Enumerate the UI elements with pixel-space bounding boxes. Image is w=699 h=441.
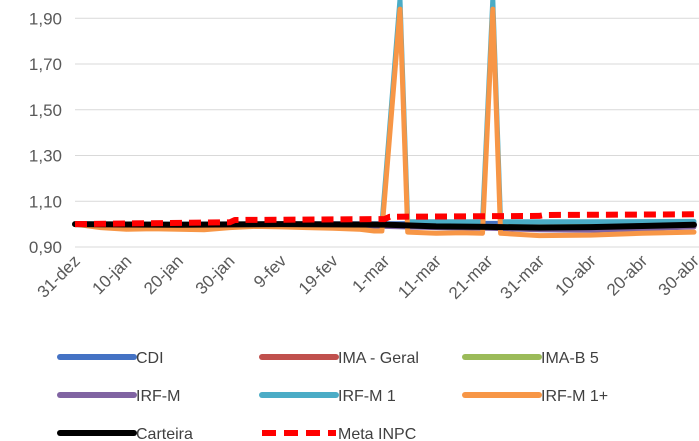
y-tick-label: 1,90 [29, 9, 62, 28]
legend: CDI IMA - Geral IMA-B 5 IRF-M IRF-M 1 IRF-M 1… [57, 350, 608, 441]
y-tick-label: 0,90 [29, 238, 62, 257]
legend-label-4: IRF-M 1 [338, 388, 396, 405]
x-tick-label: 11-mar [394, 251, 445, 302]
legend-label-7: Meta INPC [338, 426, 416, 441]
legend-label-0: CDI [136, 350, 164, 367]
x-tick-label: 20-abr [603, 251, 651, 299]
x-tick-label: 21-mar [445, 251, 497, 303]
x-tick-label: 31-dez [34, 251, 84, 301]
x-tick-label: 19-fev [295, 251, 342, 298]
y-tick-label: 1,50 [29, 101, 62, 120]
series-line-7 [74, 211, 695, 228]
x-tick-label: 9-fev [250, 251, 291, 292]
x-axis-labels: 31-dez 10-jan 20-jan 30-jan 9-fev 19-fev 1-mar… [34, 251, 699, 303]
y-axis-labels: 0,90 1,10 1,30 1,50 1,70 1,90 [29, 9, 62, 257]
x-tick-label: 30-abr [655, 251, 699, 299]
legend-label-5: IRF-M 1+ [541, 388, 608, 405]
x-tick-label: 31-mar [497, 251, 549, 303]
x-tick-label: 1-mar [348, 251, 393, 296]
plot-area [72, 0, 697, 239]
legend-label-2: IMA-B 5 [541, 350, 599, 367]
y-tick-label: 1,30 [29, 147, 62, 166]
series-line-5 [72, 6, 697, 239]
legend-label-1: IMA - Geral [338, 350, 419, 367]
y-tick-label: 1,10 [29, 192, 62, 211]
y-tick-label: 1,70 [29, 55, 62, 74]
x-tick-label: 30-jan [192, 251, 239, 298]
legend-label-6: Carteira [136, 426, 193, 441]
x-tick-label: 10-jan [89, 251, 136, 298]
legend-label-3: IRF-M [136, 388, 180, 405]
x-tick-label: 20-jan [140, 251, 187, 298]
x-tick-label: 10-abr [551, 251, 599, 299]
series-line-6 [72, 221, 697, 231]
